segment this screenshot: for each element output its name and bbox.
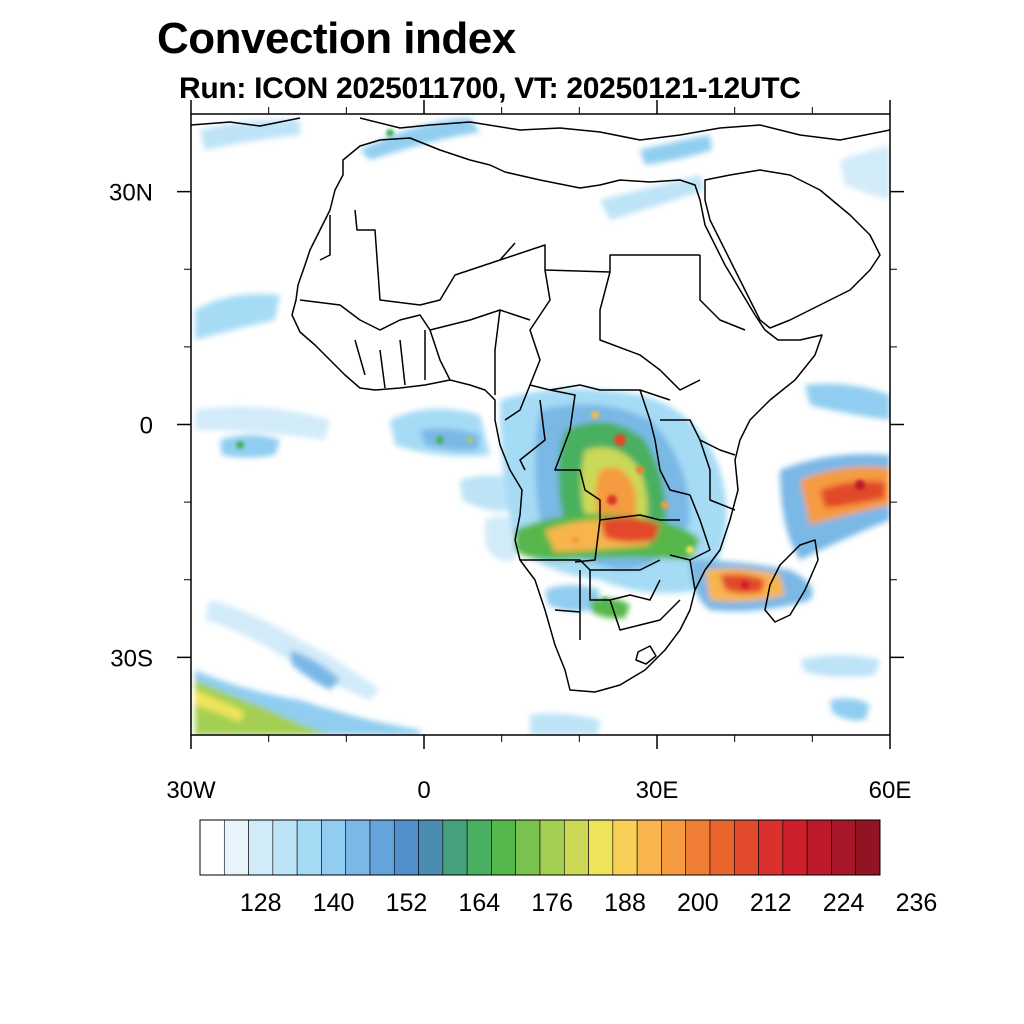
colorbar-swatch [563, 819, 589, 876]
y-tick-label: 30N [109, 180, 153, 207]
colorbar-swatch [588, 819, 614, 876]
coastline-borders [191, 117, 890, 693]
colorbar-swatch [491, 819, 517, 876]
colorbar-swatch [806, 819, 832, 876]
colorbar-swatch [466, 819, 492, 876]
colorbar-swatch [442, 819, 468, 876]
chart-title: Convection index [157, 14, 516, 63]
colorbar-label: 164 [458, 889, 500, 917]
colorbar-swatch [661, 819, 687, 876]
x-tick-label: 30W [166, 777, 216, 804]
colorbar-swatch [248, 819, 274, 876]
x-tick-label: 0 [417, 777, 430, 804]
y-tick-label: 0 [140, 413, 153, 440]
colorbar-swatch [855, 819, 881, 876]
colorbar-swatch [272, 819, 298, 876]
colorbar: 128 140 152 164 176 188 200 212 224 236 [199, 819, 938, 917]
colorbar-swatch [418, 819, 444, 876]
colorbar-swatch [539, 819, 565, 876]
colorbar-swatch [296, 819, 322, 876]
colorbar-swatch [321, 819, 347, 876]
colorbar-swatch [369, 819, 395, 876]
colorbar-label: 200 [677, 889, 719, 917]
colorbar-label: 188 [604, 889, 646, 917]
colorbar-swatch [345, 819, 371, 876]
colorbar-label: 176 [531, 889, 573, 917]
colorbar-label: 140 [313, 889, 355, 917]
colorbar-swatch [612, 819, 638, 876]
convection-field [195, 118, 890, 735]
y-tick-label: 30S [110, 645, 153, 672]
colorbar-swatch [733, 819, 759, 876]
colorbar-swatch [393, 819, 419, 876]
colorbar-swatch [636, 819, 662, 876]
colorbar-swatch [831, 819, 857, 876]
colorbar-label: 128 [240, 889, 282, 917]
axis-ticks: 30W 0 30E 60E 30N 0 30S [109, 100, 911, 804]
colorbar-swatch [709, 819, 735, 876]
x-tick-label: 60E [869, 777, 912, 804]
colorbar-label: 212 [750, 889, 792, 917]
chart-subtitle: Run: ICON 2025011700, VT: 20250121-12UTC [179, 72, 801, 105]
colorbar-frame [199, 819, 881, 876]
colorbar-swatch [758, 819, 784, 876]
colorbar-label: 152 [386, 889, 428, 917]
colorbar-label: 224 [823, 889, 865, 917]
colorbar-swatch [223, 819, 249, 876]
x-tick-label: 30E [636, 777, 679, 804]
colorbar-swatch [515, 819, 541, 876]
colorbar-label: 236 [896, 889, 938, 917]
map-panel [191, 114, 890, 735]
colorbar-swatch [685, 819, 711, 876]
colorbar-swatch [199, 819, 225, 876]
colorbar-swatch [782, 819, 808, 876]
